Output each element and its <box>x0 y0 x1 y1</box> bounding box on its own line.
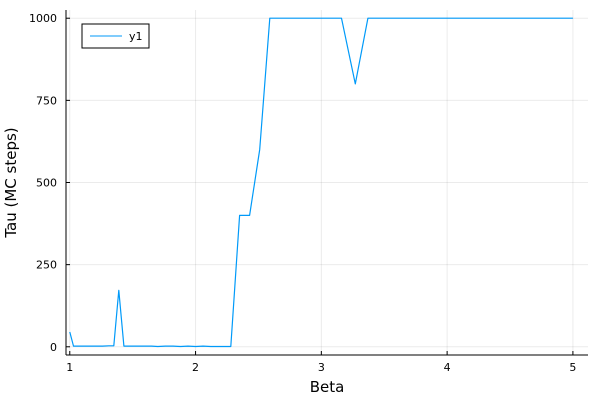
x-axis-label: Beta <box>310 378 345 396</box>
y-tick-label: 0 <box>50 341 57 354</box>
x-tick-label: 5 <box>569 361 576 374</box>
series-line-y1 <box>69 17 573 348</box>
legend-label-y1: y1 <box>129 30 143 43</box>
series-layer <box>69 17 573 348</box>
axes <box>65 10 588 356</box>
x-tick-label: 3 <box>318 361 325 374</box>
x-tick-label: 1 <box>66 361 73 374</box>
y-tick-label: 500 <box>36 177 57 190</box>
x-tick-label: 4 <box>444 361 451 374</box>
x-tick-label: 2 <box>192 361 199 374</box>
y-tick-label: 750 <box>36 94 57 107</box>
tick-labels: 1 2 3 4 5 0 250 500 750 1000 <box>29 12 576 374</box>
legend: y1 <box>81 23 150 49</box>
y-axis-label: Tau (MC steps) <box>2 127 20 238</box>
y-tick-label: 1000 <box>29 12 57 25</box>
y-tick-label: 250 <box>36 259 57 272</box>
